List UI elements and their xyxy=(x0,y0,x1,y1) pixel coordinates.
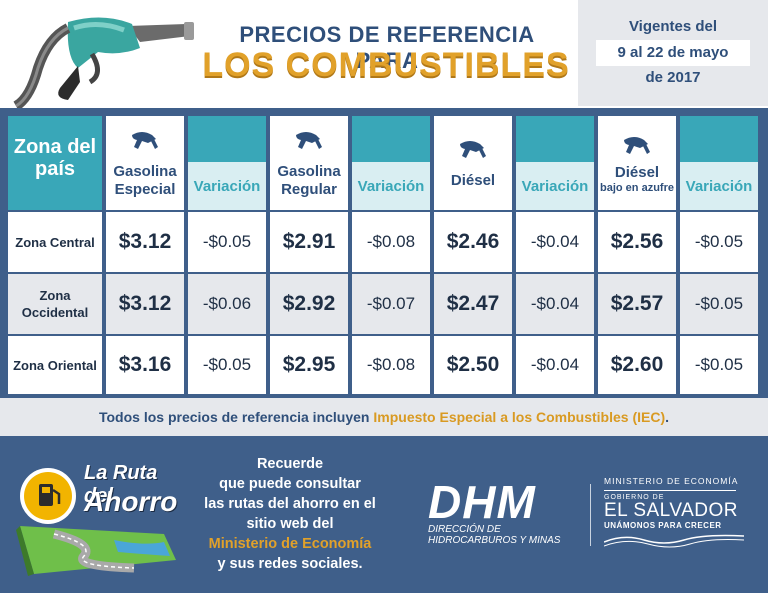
zone-occidental: Zona Occidental xyxy=(8,274,102,334)
variation-cell: -$0.04 xyxy=(516,274,594,334)
country-name: EL SALVADOR xyxy=(604,500,738,521)
fuel-nozzle-icon xyxy=(460,141,486,158)
fuel-name: Gasolina Regular xyxy=(277,163,341,198)
variation-cell: -$0.05 xyxy=(680,274,758,334)
note-suffix: . xyxy=(665,409,669,425)
tax-note: Todos los precios de referencia incluyen… xyxy=(0,398,768,436)
variation-header-top xyxy=(516,116,594,162)
fuel-header-gasolina-regular: Gasolina Regular xyxy=(270,116,348,210)
price-cell: $2.57 xyxy=(598,274,676,334)
variation-cell: -$0.05 xyxy=(188,212,266,272)
price-cell: $2.95 xyxy=(270,336,348,394)
header: PRECIOS DE REFERENCIA PARA LOS COMBUSTIB… xyxy=(0,0,768,112)
fuel-header-diesel-bajo-azufre: Diésel bajo en azufre xyxy=(598,116,676,210)
fuel-nozzle-icon xyxy=(132,132,158,149)
note-highlight: Impuesto Especial a los Combustibles (IE… xyxy=(373,409,666,425)
variation-cell: -$0.05 xyxy=(680,336,758,394)
message-line: Recuerde xyxy=(256,456,324,472)
variation-cell: -$0.07 xyxy=(352,274,430,334)
price-cell: $3.12 xyxy=(106,212,184,272)
fuel-header-diesel: Diésel xyxy=(434,116,512,210)
zone-central: Zona Central xyxy=(8,212,102,272)
wave-icon xyxy=(604,534,744,548)
ruta-title-line2: Ahorro xyxy=(84,486,178,517)
price-cell: $3.16 xyxy=(106,336,184,394)
variation-cell: -$0.04 xyxy=(516,212,594,272)
price-cell: $2.46 xyxy=(434,212,512,272)
price-cell: $2.56 xyxy=(598,212,676,272)
title-line2: LOS COMBUSTIBLES xyxy=(202,46,570,84)
dhm-logo-text: DHM xyxy=(428,476,536,528)
variation-cell: -$0.08 xyxy=(352,212,430,272)
fuel-subtitle: bajo en azufre xyxy=(600,182,674,194)
government-logo: MINISTERIO DE ECONOMÍA GOBIERNO DE EL SA… xyxy=(604,476,754,548)
fuel-nozzle-icon xyxy=(296,132,322,149)
footer: La Ruta del Ahorro Recuerde que puede co… xyxy=(0,436,768,593)
price-cell: $3.12 xyxy=(106,274,184,334)
variation-header: Variación xyxy=(516,162,594,210)
zone-header: Zona del país xyxy=(8,116,102,210)
dhm-subtitle-line2: HIDROCARBUROS Y MINAS xyxy=(428,535,561,546)
variation-header-top xyxy=(680,116,758,162)
message-line: las rutas del ahorro en el xyxy=(204,496,376,512)
reminder-message: Recuerde que puede consultar las rutas d… xyxy=(190,454,390,574)
fuel-name: Diésel xyxy=(614,164,660,181)
validity-year: de 2017 xyxy=(645,69,701,86)
price-cell: $2.47 xyxy=(434,274,512,334)
fuel-name: Diésel xyxy=(450,172,496,189)
ruta-ahorro-logo: La Ruta del Ahorro xyxy=(14,456,184,576)
variation-cell: -$0.08 xyxy=(352,336,430,394)
dhm-logo: DHM DIRECCIÓN DE HIDROCARBUROS Y MINAS xyxy=(428,476,578,546)
fuel-header-gasolina-especial: Gasolina Especial xyxy=(106,116,184,210)
price-cell: $2.92 xyxy=(270,274,348,334)
price-cell: $2.91 xyxy=(270,212,348,272)
variation-header: Variación xyxy=(188,162,266,210)
price-cell: $2.60 xyxy=(598,336,676,394)
zone-oriental: Zona Oriental xyxy=(8,336,102,394)
variation-header-top xyxy=(188,116,266,162)
validity-label: Vigentes del xyxy=(628,18,718,35)
fuel-name: Gasolina Especial xyxy=(113,163,177,198)
message-line: sitio web del xyxy=(246,516,334,532)
message-line: que puede consultar xyxy=(219,476,361,492)
logo-rule xyxy=(604,490,736,491)
variation-cell: -$0.04 xyxy=(516,336,594,394)
ruta-title-line1: La Ruta del xyxy=(84,462,158,507)
title-line1: PRECIOS DE REFERENCIA PARA xyxy=(239,22,535,73)
variation-cell: -$0.05 xyxy=(680,212,758,272)
validity-panel: Vigentes del 9 al 22 de mayo de 2017 xyxy=(578,0,768,106)
note-prefix: Todos los precios de referencia incluyen xyxy=(98,409,374,425)
message-line: y sus redes sociales. xyxy=(217,556,363,572)
price-table: Zona del país Gasolina Especial Variació… xyxy=(0,108,768,398)
road-map-icon xyxy=(16,468,176,576)
gobierno-label: GOBIERNO DE xyxy=(604,494,665,501)
validity-dates: 9 al 22 de mayo xyxy=(596,40,750,66)
variation-header: Variación xyxy=(352,162,430,210)
fuel-nozzle-icon xyxy=(624,137,650,154)
variation-cell: -$0.05 xyxy=(188,336,266,394)
variation-header-top xyxy=(352,116,430,162)
fuel-nozzle-icon xyxy=(13,17,194,108)
message-highlight: Ministerio de Economía xyxy=(208,536,372,552)
price-cell: $2.50 xyxy=(434,336,512,394)
variation-cell: -$0.06 xyxy=(188,274,266,334)
logo-divider xyxy=(590,484,591,546)
ministry-name: MINISTERIO DE ECONOMÍA xyxy=(604,476,739,486)
variation-header: Variación xyxy=(680,162,758,210)
dhm-subtitle-line1: DIRECCIÓN DE xyxy=(428,524,501,535)
government-slogan: UNÁMONOS PARA CRECER xyxy=(604,521,722,530)
